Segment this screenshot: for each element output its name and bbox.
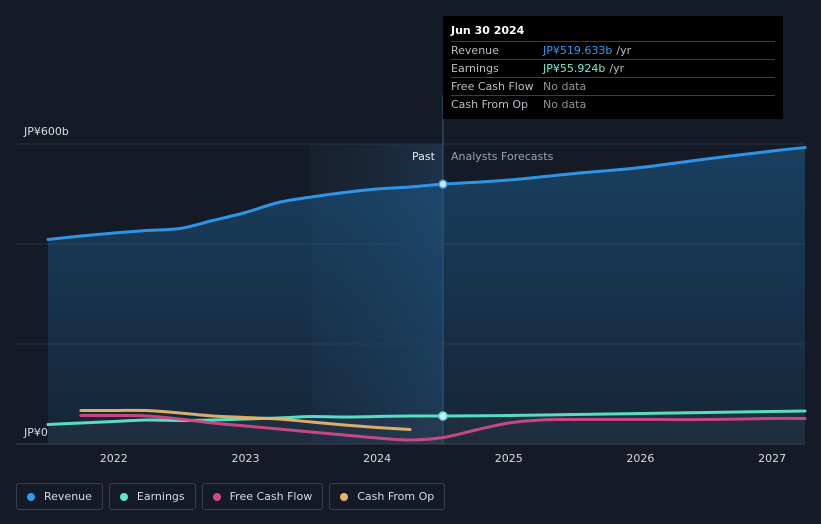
tooltip-unit: /yr: [609, 62, 625, 75]
revenue-area: [48, 147, 805, 444]
tooltip-row-revenue: Revenue JP¥519.633b /yr: [451, 41, 775, 59]
tooltip-label: Earnings: [451, 62, 499, 75]
tooltip-value: JP¥519.633b: [543, 44, 613, 57]
tooltip-label: Revenue: [451, 44, 499, 57]
legend-label: Free Cash Flow: [229, 490, 313, 503]
x-tick-label: 2023: [231, 452, 259, 465]
past-label: Past: [412, 150, 436, 163]
cash-from-op-line: [79, 408, 412, 431]
tooltip-value: No data: [543, 80, 587, 93]
legend-label: Revenue: [44, 490, 92, 503]
tooltip-label: Cash From Op: [451, 98, 529, 111]
tooltip-row-free-cash-flow: Free Cash Flow No data: [451, 77, 775, 95]
legend-item-free-cash-flow[interactable]: Free Cash Flow: [201, 483, 324, 510]
free-cash-flow-line: [79, 413, 807, 442]
tooltip-date: Jun 30 2024: [451, 24, 525, 37]
tooltip-row-earnings: Earnings JP¥55.924b /yr: [451, 59, 775, 77]
y-tick-label: JP¥0: [23, 426, 48, 439]
tooltip-label: Free Cash Flow: [451, 80, 534, 93]
legend-label: Earnings: [136, 490, 185, 503]
earnings-marker: [438, 411, 448, 421]
y-tick-label: JP¥600b: [23, 125, 69, 138]
tooltip: Jun 30 2024 Revenue JP¥519.633b /yr Earn…: [443, 16, 783, 119]
x-tick-label: 2025: [495, 452, 523, 465]
legend-item-revenue[interactable]: Revenue: [16, 483, 103, 510]
earnings-dot-icon: [119, 492, 128, 501]
tooltip-row-cash-from-op: Cash From Op No data: [451, 95, 775, 113]
x-tick-label: 2022: [100, 452, 128, 465]
cash-from-op-dot-icon: [340, 492, 349, 501]
revenue-marker: [438, 179, 448, 189]
revenue-dot-icon: [27, 492, 35, 501]
forecast-label: Analysts Forecasts: [451, 150, 554, 163]
legend-item-cash-from-op[interactable]: Cash From Op: [329, 483, 446, 510]
legend-label: Cash From Op: [357, 490, 435, 503]
tooltip-value: JP¥55.924b: [543, 62, 606, 75]
x-tick-label: 2027: [758, 452, 786, 465]
x-tick-label: 2024: [363, 452, 391, 465]
tooltip-unit: /yr: [616, 44, 632, 57]
legend-item-earnings[interactable]: Earnings: [108, 483, 196, 510]
earnings-line: [46, 409, 807, 426]
x-tick-label: 2026: [626, 452, 654, 465]
tooltip-value: No data: [543, 98, 587, 111]
legend: Revenue Earnings Free Cash Flow Cash Fro…: [16, 483, 446, 510]
revenue-line: [46, 146, 807, 241]
free-cash-flow-dot-icon: [212, 492, 221, 501]
